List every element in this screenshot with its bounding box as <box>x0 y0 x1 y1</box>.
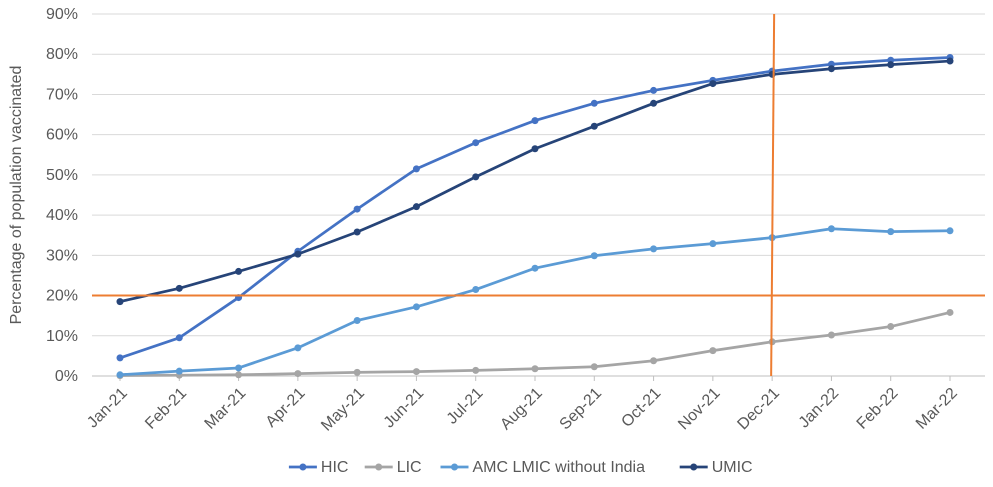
data-point-umic <box>946 57 954 65</box>
legend-label-amc-lmic-without-india: AMC LMIC without India <box>473 459 646 476</box>
legend-label-umic: UMIC <box>712 459 753 476</box>
data-point-umic <box>353 228 361 236</box>
x-tick-label: Oct-21 <box>618 385 664 431</box>
x-tick-label: Jun-21 <box>381 385 428 432</box>
legend-marker-umic <box>690 463 698 471</box>
y-tick-label: 80% <box>46 46 78 63</box>
y-axis-label: Percentage of population vaccinated <box>8 66 25 325</box>
data-point-hic <box>650 86 658 94</box>
data-point-amc-lmic-without-india <box>887 228 895 236</box>
data-point-lic <box>946 308 954 316</box>
data-point-hic <box>531 117 539 125</box>
y-tick-label: 10% <box>46 328 78 345</box>
x-tick-label: Jan-21 <box>84 385 131 432</box>
y-tick-label: 40% <box>46 207 78 224</box>
legend-marker-hic <box>299 463 307 471</box>
data-point-lic <box>827 331 835 339</box>
data-point-lic <box>294 370 302 378</box>
data-point-umic <box>175 284 183 292</box>
y-tick-label: 60% <box>46 127 78 144</box>
x-tick-labels: Jan-21 Feb-21 Mar-21 Apr-21 May-21 Jun-21 Jul-… <box>84 385 961 435</box>
x-tick-label: Sep-21 <box>557 385 606 434</box>
data-point-amc-lmic-without-india <box>709 240 717 248</box>
data-point-hic <box>175 334 183 342</box>
data-point-umic <box>590 122 598 130</box>
data-point-lic <box>887 323 895 331</box>
reference-line-vertical <box>770 13 776 377</box>
data-point-amc-lmic-without-india <box>472 286 480 294</box>
x-tick-label: Feb-22 <box>854 385 902 433</box>
data-point-hic <box>412 165 420 173</box>
data-point-umic <box>531 145 539 153</box>
y-tick-label: 20% <box>46 288 78 305</box>
data-point-umic <box>887 61 895 69</box>
reference-lines <box>92 13 985 377</box>
data-point-amc-lmic-without-india <box>412 303 420 311</box>
y-tick-labels: 0% 10% 20% 30% 40% 50% 60% 70% 80% 90% <box>46 6 78 385</box>
y-tick-label: 90% <box>46 6 78 23</box>
data-point-amc-lmic-without-india <box>650 245 658 253</box>
x-tick-label: Mar-21 <box>202 385 250 433</box>
x-tick-label: Mar-22 <box>913 385 961 433</box>
x-tick-label: Feb-21 <box>142 385 190 433</box>
data-point-lic <box>590 363 598 371</box>
data-point-hic <box>472 139 480 147</box>
x-tick-label: Dec-21 <box>734 385 783 434</box>
data-point-umic <box>650 99 658 107</box>
data-point-hic <box>590 99 598 107</box>
data-point-amc-lmic-without-india <box>175 367 183 375</box>
data-point-umic <box>709 80 717 88</box>
series-lines <box>116 53 954 380</box>
data-point-lic <box>709 347 717 355</box>
data-point-umic <box>294 250 302 258</box>
x-tick-label: Jan-22 <box>796 385 843 432</box>
x-tick-label: Aug-21 <box>497 385 546 434</box>
data-point-lic <box>235 371 243 379</box>
legend-label-hic: HIC <box>321 459 349 476</box>
y-tick-label: 30% <box>46 247 78 264</box>
x-tick-label: Nov-21 <box>675 385 724 434</box>
data-point-amc-lmic-without-india <box>353 316 361 324</box>
data-point-umic <box>472 173 480 181</box>
x-tick-label: Apr-21 <box>263 385 309 431</box>
data-point-lic <box>353 368 361 376</box>
x-tick-label: Jul-21 <box>444 385 487 428</box>
data-point-umic <box>235 267 243 275</box>
legend-label-lic: LIC <box>397 459 422 476</box>
data-point-umic <box>827 65 835 73</box>
series-line-amc-lmic-without-india <box>119 227 951 377</box>
data-point-lic <box>472 366 480 374</box>
data-point-lic <box>531 365 539 373</box>
y-tick-label: 70% <box>46 86 78 103</box>
data-point-amc-lmic-without-india <box>827 225 835 233</box>
y-tick-label: 50% <box>46 167 78 184</box>
data-point-umic <box>116 298 124 306</box>
data-point-umic <box>412 203 420 211</box>
data-point-lic <box>650 357 658 365</box>
data-point-lic <box>412 368 420 376</box>
data-point-amc-lmic-without-india <box>294 344 302 352</box>
gridlines <box>92 13 985 381</box>
data-point-amc-lmic-without-india <box>235 364 243 372</box>
x-tick-label: May-21 <box>318 385 368 435</box>
y-tick-label: 0% <box>55 368 78 385</box>
legend-marker-lic <box>375 463 383 471</box>
data-point-hic <box>353 205 361 213</box>
legend-marker-amc-lmic-without-india <box>451 463 458 471</box>
series-line-hic <box>119 56 951 360</box>
data-point-amc-lmic-without-india <box>946 227 954 235</box>
data-point-hic <box>116 354 124 362</box>
data-point-amc-lmic-without-india <box>590 252 598 260</box>
legend: HIC LIC AMC LMIC without India UMIC <box>288 459 753 476</box>
data-point-amc-lmic-without-india <box>116 371 124 379</box>
data-point-amc-lmic-without-india <box>531 264 539 272</box>
